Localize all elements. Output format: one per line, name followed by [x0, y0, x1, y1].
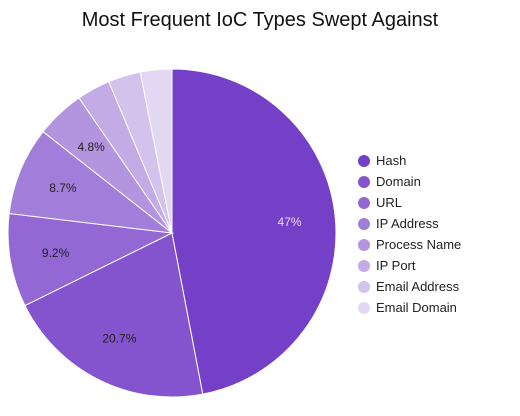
legend-swatch: [358, 238, 370, 251]
chart-title: Most Frequent IoC Types Swept Against: [81, 9, 439, 31]
legend-swatch: [358, 154, 370, 167]
pie-data-labels: 47% 20.7% 9.2% 8.7% 4.8%: [42, 140, 302, 346]
legend-label: IP Port: [376, 258, 416, 273]
legend-label: Hash: [376, 153, 407, 168]
legend-swatch: [358, 280, 370, 293]
legend-swatch: [358, 217, 370, 230]
pie-slice-hash: [171, 68, 337, 395]
legend-item-ip-address: IP Address: [358, 213, 461, 234]
legend-item-email-address: Email Address: [358, 276, 461, 297]
pie-slice-domain: [24, 232, 204, 398]
legend-swatch: [358, 301, 370, 314]
data-label-domain: 20.7%: [102, 332, 136, 346]
legend-item-url: URL: [358, 192, 461, 213]
legend-label: IP Address: [376, 216, 439, 231]
legend-label: Email Address: [376, 279, 460, 294]
data-label-ip-address: 8.7%: [49, 181, 77, 195]
pie-slices: [7, 68, 337, 398]
legend-item-domain: Domain: [358, 171, 461, 192]
legend-swatch: [358, 196, 370, 209]
data-label-hash: 47%: [278, 215, 302, 229]
legend-item-email-domain: Email Domain: [358, 297, 461, 318]
legend-swatch: [358, 175, 370, 188]
legend-label: Process Name: [376, 237, 462, 252]
pie-slice-ip-address: [8, 130, 174, 234]
legend-item-process-name: Process Name: [358, 234, 461, 255]
pie-slice-email-domain: [139, 68, 173, 234]
legend-label: Domain: [376, 174, 421, 189]
legend-label: URL: [376, 195, 403, 210]
legend-item-hash: Hash: [358, 150, 461, 171]
data-label-url: 9.2%: [42, 246, 70, 260]
data-label-process-name: 4.8%: [77, 140, 105, 154]
legend-swatch: [358, 259, 370, 272]
legend: Hash Domain URL IP Address Process Name IP Po…: [358, 150, 461, 318]
legend-label: Email Domain: [376, 300, 457, 315]
pie-slice-url: [7, 212, 174, 307]
legend-item-ip-port: IP Port: [358, 255, 461, 276]
